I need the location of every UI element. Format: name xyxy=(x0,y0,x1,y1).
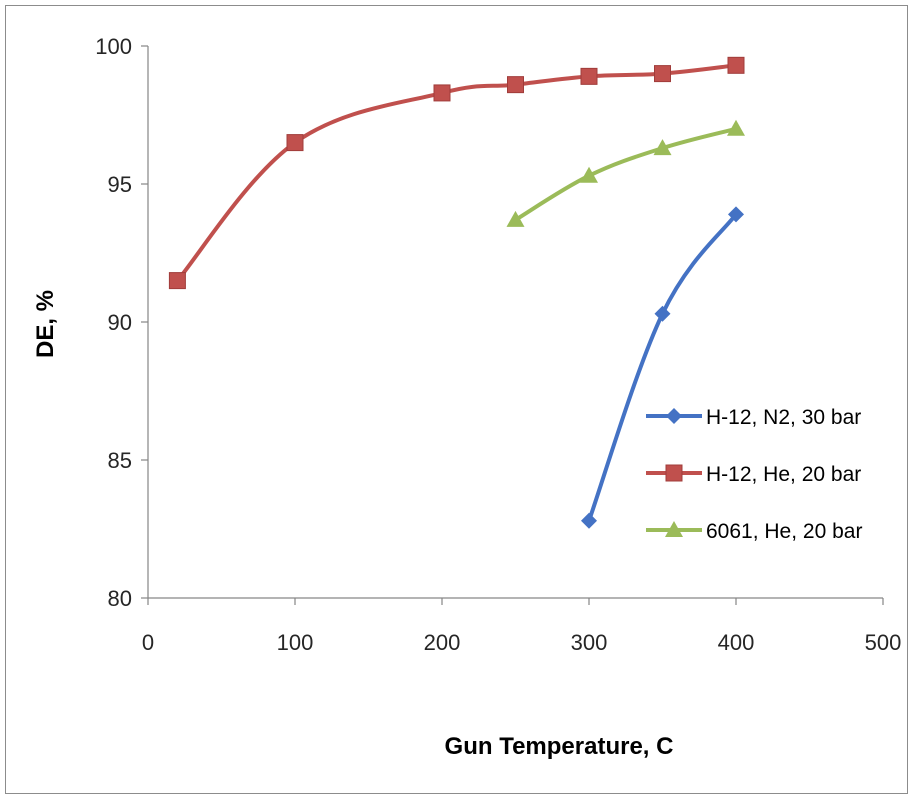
data-point-marker xyxy=(507,76,524,94)
axes: 80 85 90 95 100 0 100 200 300 400 500 xyxy=(95,34,901,655)
data-point-marker xyxy=(653,139,672,156)
legend-label: 6061, He, 20 bar xyxy=(706,520,862,543)
series-1 xyxy=(581,206,744,529)
series-line xyxy=(514,126,737,222)
x-axis-label: Gun Temperature, C xyxy=(445,733,674,760)
data-point-marker xyxy=(727,56,745,74)
y-axis-label: DE, % xyxy=(32,290,59,358)
chart-frame: 80 85 90 95 100 0 100 200 300 400 500 H-12, N2, 30… xyxy=(5,5,908,794)
data-point-marker xyxy=(168,272,186,290)
x-tick-label: 0 xyxy=(142,630,154,655)
y-tick-label: 95 xyxy=(108,172,132,197)
legend-label: H-12, He, 20 bar xyxy=(706,463,861,486)
data-point-marker xyxy=(580,67,598,85)
x-tick-label: 500 xyxy=(865,630,902,655)
x-tick-label: 200 xyxy=(424,630,461,655)
series-2 xyxy=(168,56,745,290)
series-layer xyxy=(168,56,745,529)
data-point-marker xyxy=(728,206,744,223)
data-point-marker xyxy=(654,305,671,322)
data-point-marker xyxy=(654,65,671,83)
y-tick-label: 90 xyxy=(108,310,132,335)
y-tick-label: 100 xyxy=(95,34,132,59)
data-point-marker xyxy=(580,166,598,183)
series-line xyxy=(587,213,738,522)
x-tick-label: 100 xyxy=(277,630,314,655)
y-tick-label: 85 xyxy=(108,448,132,473)
x-tick-label: 400 xyxy=(718,630,755,655)
y-tick-label: 80 xyxy=(108,586,132,611)
legend-marker xyxy=(665,521,683,537)
legend: H-12, N2, 30 bar H-12, He, 20 bar 6061, He… xyxy=(646,406,862,543)
legend-marker xyxy=(666,408,682,424)
series-line xyxy=(175,63,737,282)
legend-label: H-12, N2, 30 bar xyxy=(706,406,861,429)
data-point-marker xyxy=(727,119,745,136)
line-chart: 80 85 90 95 100 0 100 200 300 400 500 H-12, N2, 30… xyxy=(32,34,901,760)
legend-marker xyxy=(665,464,683,482)
data-point-marker xyxy=(506,210,525,227)
data-point-marker xyxy=(581,512,597,529)
series-3 xyxy=(506,119,745,227)
x-tick-label: 300 xyxy=(571,630,608,655)
data-point-marker xyxy=(286,134,304,152)
data-point-marker xyxy=(433,84,451,102)
